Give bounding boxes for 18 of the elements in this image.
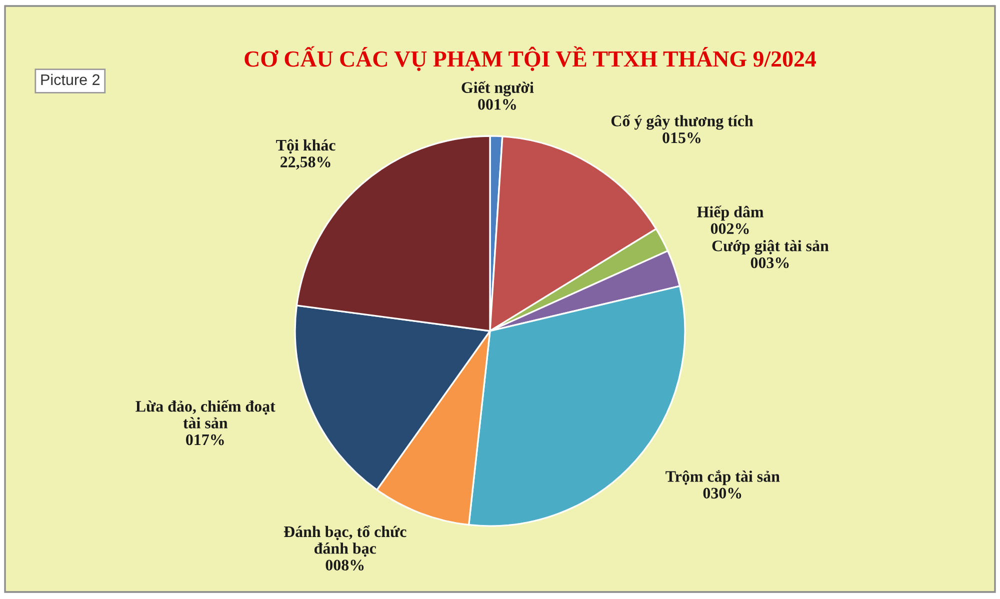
data-label: 003% [750,257,789,268]
data-label: 002% [710,223,749,234]
slice-label: Trộm cắp tài sản [666,470,780,486]
slice-label: Giết người [462,81,534,96]
data-label: 001% [478,99,516,110]
data-label: 015% [662,132,700,144]
data-label: 22,58% [280,156,330,170]
data-label: 008% [326,560,364,571]
slice-label: Lừa đảo, chiếm đoạt tài sản [136,400,276,428]
slice-label: Đánh bạc, tổ chức đánh bạc [284,525,406,557]
slice-label: Cố ý gây thương tích [611,114,754,130]
data-label: 017% [186,434,224,446]
data-label: 030% [703,488,742,499]
slice-label: Cướp giật tài sản [712,240,829,255]
slice-label: Hiếp dâm [697,206,764,221]
chart-title: CƠ CẤU CÁC VỤ PHẠM TỘI VỀ TTXH THÁNG 9/2024 [244,46,816,72]
slice-label: Tội khác [276,139,336,154]
text: Picture 2 [41,74,100,86]
